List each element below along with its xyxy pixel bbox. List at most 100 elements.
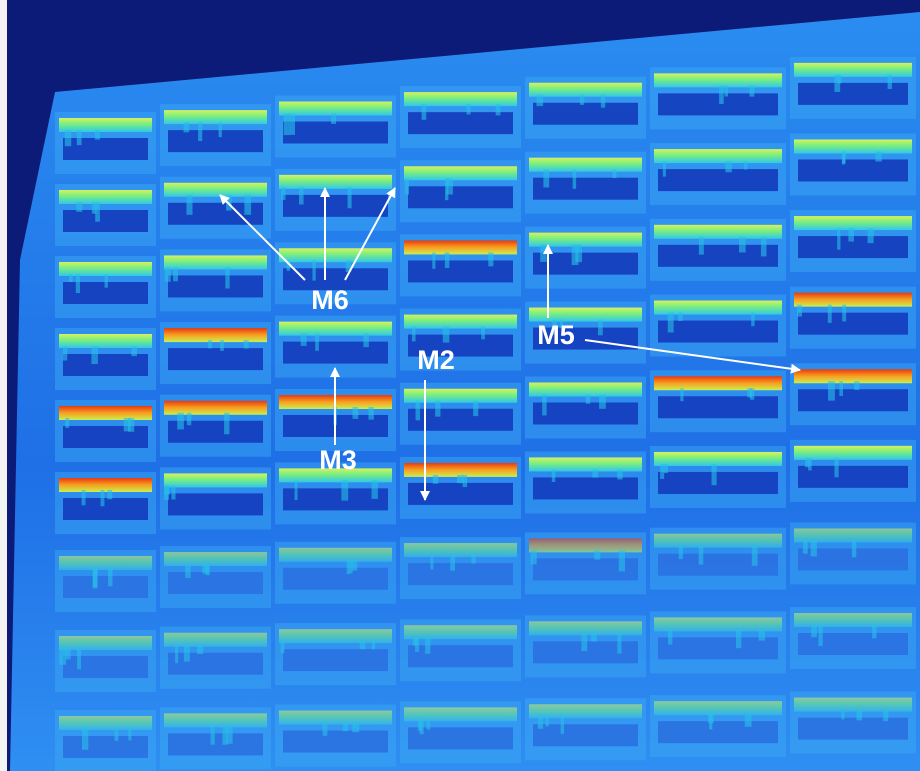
drip: [405, 178, 409, 194]
drip: [131, 346, 137, 356]
drip: [598, 320, 603, 336]
drip: [224, 413, 229, 435]
label: M5: [537, 320, 575, 350]
drip: [198, 122, 202, 141]
drip: [828, 381, 835, 400]
drip: [617, 469, 622, 479]
drip: [680, 388, 683, 401]
drip: [445, 252, 450, 268]
drip: [708, 713, 714, 723]
drip: [496, 104, 501, 115]
glass: [63, 498, 148, 520]
drip: [244, 340, 249, 348]
drip: [226, 725, 232, 743]
drip: [668, 313, 674, 333]
warm-band: [654, 225, 782, 239]
drip: [171, 485, 175, 499]
warm-band: [59, 716, 152, 730]
warm-band: [279, 711, 392, 725]
glass: [63, 354, 148, 376]
drip: [91, 346, 98, 364]
warm-band: [164, 401, 267, 415]
warm-band: [279, 102, 392, 116]
drip: [572, 245, 579, 265]
glass: [168, 275, 263, 297]
drip: [839, 381, 843, 396]
drip: [612, 170, 616, 178]
drip: [115, 728, 119, 741]
drip: [225, 267, 229, 288]
drip: [712, 464, 717, 485]
warm-band: [404, 543, 517, 557]
warm-band: [654, 73, 782, 87]
glass: [63, 426, 148, 448]
glass: [533, 403, 638, 425]
drip: [208, 340, 212, 348]
left-border: [0, 0, 7, 771]
drip: [349, 560, 352, 574]
drip: [752, 546, 758, 566]
drip: [82, 490, 86, 505]
drip: [290, 114, 295, 135]
drip: [744, 161, 748, 170]
glass: [658, 93, 778, 115]
drip: [854, 381, 859, 390]
glass: [533, 724, 638, 746]
warm-band: [59, 190, 152, 204]
glass: [283, 649, 388, 671]
drip: [592, 469, 598, 477]
warm-band: [59, 556, 152, 570]
drip: [244, 195, 251, 215]
drip: [543, 170, 549, 188]
glass: [658, 472, 778, 494]
drip: [341, 480, 348, 500]
drip: [77, 130, 82, 145]
drip: [323, 723, 328, 736]
drip: [197, 645, 203, 654]
drip: [184, 645, 190, 662]
warm-band: [279, 548, 392, 562]
drip: [599, 395, 606, 409]
warm-band: [404, 92, 517, 106]
drip: [82, 728, 88, 750]
warm-band: [794, 63, 912, 77]
drip: [481, 327, 485, 340]
glass: [283, 122, 388, 144]
drip: [352, 723, 359, 733]
warm-band: [529, 704, 642, 718]
glass: [798, 718, 908, 740]
warm-band: [794, 613, 912, 627]
drip: [450, 555, 455, 571]
drip: [420, 719, 424, 734]
drip: [725, 161, 731, 172]
glass: [63, 210, 148, 232]
warm-band: [164, 713, 267, 727]
drip: [848, 228, 854, 241]
glass: [533, 477, 638, 499]
drip: [888, 75, 892, 89]
warm-band: [654, 534, 782, 548]
drip: [811, 540, 817, 556]
glass: [658, 169, 778, 191]
drip: [284, 114, 291, 136]
drip: [542, 395, 547, 416]
glass: [283, 342, 388, 364]
drip: [580, 95, 584, 105]
drip: [828, 305, 832, 323]
drip: [63, 346, 67, 361]
drip: [531, 550, 537, 564]
drip: [540, 245, 547, 262]
drip: [430, 555, 433, 569]
drip: [797, 305, 802, 317]
drip: [360, 641, 366, 649]
label: M6: [311, 285, 349, 315]
warm-band: [164, 255, 267, 269]
warm-band: [654, 301, 782, 315]
drip: [581, 633, 587, 651]
label: M3: [319, 445, 357, 475]
warm-band: [164, 552, 267, 566]
glass: [63, 576, 148, 598]
drip: [561, 716, 564, 734]
drip: [660, 464, 664, 479]
warm-band: [654, 376, 782, 390]
